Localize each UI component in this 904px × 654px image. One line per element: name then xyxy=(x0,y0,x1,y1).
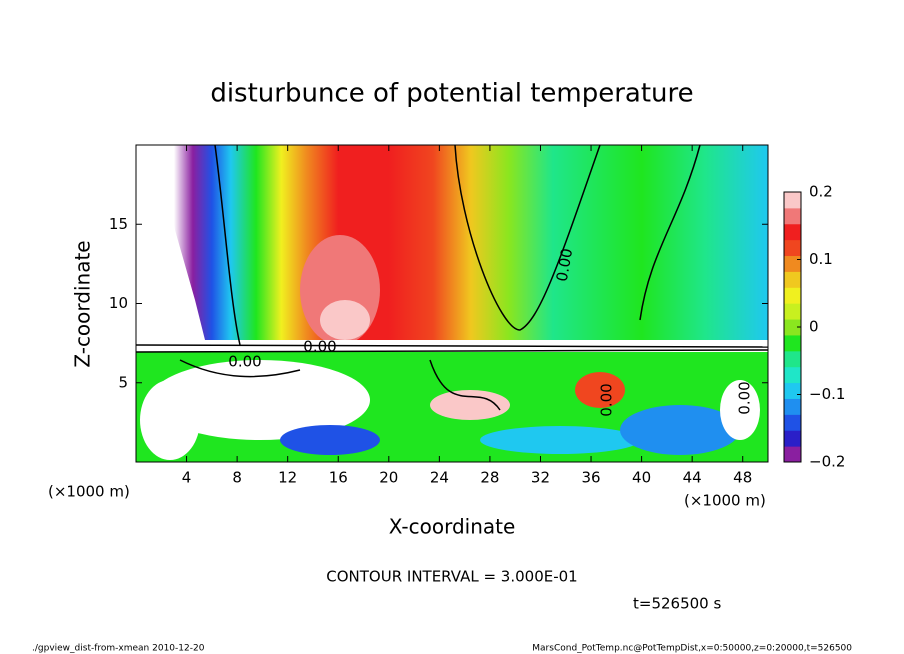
contour-interval: CONTOUR INTERVAL = 3.000E-01 xyxy=(326,568,577,586)
footer-right: MarsCond_PotTemp.nc@PotTempDist,x=0:5000… xyxy=(532,644,852,654)
x-tick-label: 44 xyxy=(683,469,702,487)
x-tick-label: 20 xyxy=(379,469,398,487)
colorbar-swatch xyxy=(784,350,801,368)
contour-label: 0.00 xyxy=(553,247,577,283)
x-unit-label: (×1000 m) xyxy=(684,492,766,510)
contour-label: 0.00 xyxy=(303,338,336,356)
x-tick-label: 16 xyxy=(329,469,348,487)
y-axis-label: Z-coordinate xyxy=(71,240,95,367)
time-label: t=526500 s xyxy=(633,595,721,613)
colorbar-swatch xyxy=(784,366,801,384)
chart-title: disturbunce of potential temperature xyxy=(210,79,693,109)
y-tick-label: 10 xyxy=(109,294,128,312)
colorbar-swatch xyxy=(784,223,801,241)
x-tick-label: 24 xyxy=(430,469,449,487)
colorbar-tick-label: 0.2 xyxy=(809,183,833,201)
contour-label: 0.00 xyxy=(598,383,616,416)
colorbar-swatch xyxy=(784,382,801,399)
colorbar-swatch xyxy=(784,414,801,431)
colorbar-tick-label: 0.1 xyxy=(809,250,833,268)
contour-label: 0.00 xyxy=(736,381,754,414)
y-tick-label: 15 xyxy=(109,215,128,233)
colorbar-swatch xyxy=(784,303,801,320)
colorbar-tick-label: −0.1 xyxy=(809,385,845,403)
x-axis-label: X-coordinate xyxy=(389,515,516,539)
colorbar-swatch xyxy=(784,287,801,304)
colorbar-swatch xyxy=(784,430,801,447)
colorbar-swatch xyxy=(784,239,801,257)
y-tick-label: 5 xyxy=(118,373,128,391)
colorbar-swatch xyxy=(784,446,801,463)
colorbar-tick-label: 0 xyxy=(809,318,819,336)
contour-label: 0.00 xyxy=(228,353,261,371)
field xyxy=(135,144,769,462)
colorbar-swatch xyxy=(784,319,801,336)
x-tick-label: 32 xyxy=(531,469,550,487)
colorbar-swatch xyxy=(784,192,801,209)
colorbar-swatch xyxy=(784,334,801,352)
x-unit-label: (×1000 m) xyxy=(48,483,130,501)
x-tick-label: 48 xyxy=(733,469,752,487)
x-tick-label: 12 xyxy=(278,469,297,487)
colorbar-tick-label: −0.2 xyxy=(809,453,845,471)
x-tick-label: 4 xyxy=(182,469,192,487)
colorbar-swatch xyxy=(784,398,801,415)
x-tick-label: 8 xyxy=(232,469,242,487)
colorbar-swatch xyxy=(784,271,801,288)
footer-left: ./gpview_dist-from-xmean 2010-12-20 xyxy=(32,644,205,654)
x-tick-label: 28 xyxy=(480,469,499,487)
x-tick-label: 36 xyxy=(581,469,600,487)
colorbar-swatch xyxy=(784,255,801,272)
colorbar-swatch xyxy=(784,207,801,225)
x-tick-label: 40 xyxy=(632,469,651,487)
